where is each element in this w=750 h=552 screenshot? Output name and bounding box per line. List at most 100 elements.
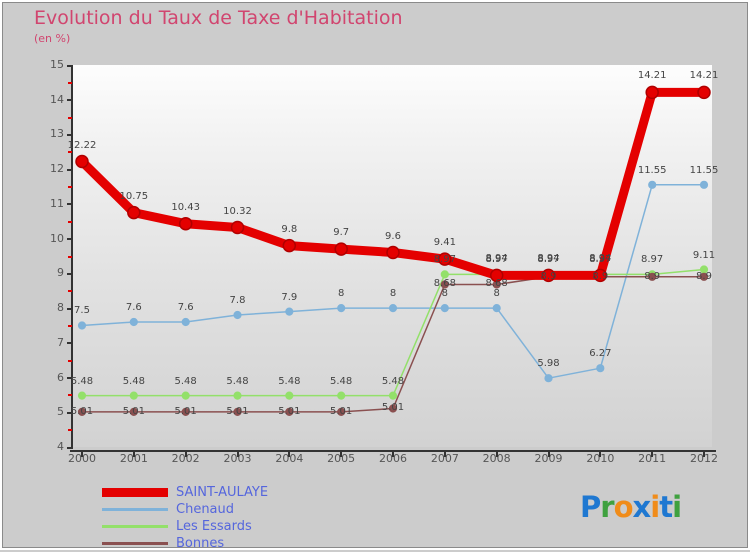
data-label-chenaud: 7.8	[229, 295, 246, 307]
data-label-les-essards: 8.97	[641, 254, 664, 266]
page-title: Evolution du Taux de Taxe d'Habitation	[34, 7, 403, 29]
data-label-les-essards: 8.97	[485, 254, 508, 266]
data-point	[388, 391, 398, 400]
y-axis-line	[71, 65, 73, 447]
x-axis-line	[70, 450, 716, 452]
x-axis-tick-label: 2002	[171, 452, 200, 465]
data-point	[233, 310, 242, 320]
legend-label: Chenaud	[176, 502, 235, 517]
data-label-saint-aulaye: 10.75	[119, 190, 149, 202]
y-axis-minor-tick	[68, 290, 72, 293]
data-label-saint-aulaye: 10.43	[171, 201, 200, 213]
data-point	[440, 270, 449, 279]
x-axis-tick-label: 2007	[430, 452, 459, 465]
data-label-bonnes: 5.01	[174, 405, 197, 417]
y-axis-tick	[67, 272, 73, 275]
y-axis-tick-label: 10	[50, 231, 64, 245]
x-axis-tick	[184, 452, 187, 457]
legend-label: Les Essards	[176, 519, 252, 534]
data-point	[77, 391, 87, 400]
data-point	[492, 304, 501, 313]
data-point	[388, 404, 398, 413]
legend-item-chenaud[interactable]: Chenaud	[102, 501, 268, 518]
data-label-les-essards: 5.48	[330, 375, 353, 387]
y-axis-tick	[67, 203, 73, 206]
legend-swatch	[102, 542, 168, 545]
data-label-saint-aulaye: 9.6	[385, 230, 401, 242]
y-axis-tick-label: 11	[50, 196, 64, 210]
data-point	[129, 391, 138, 400]
legend-item-saint-aulaye[interactable]: SAINT-AULAYE	[102, 484, 268, 501]
data-point	[593, 268, 608, 283]
data-label-saint-aulaye: 10.32	[223, 205, 252, 217]
y-axis-tick	[67, 342, 73, 345]
data-point	[127, 205, 141, 220]
y-axis-tick	[67, 307, 73, 310]
data-label-les-essards: 9.11	[692, 249, 716, 261]
logo-letter: t	[659, 490, 673, 524]
data-label-chenaud: 11.55	[689, 164, 719, 176]
y-axis-minor-tick	[68, 186, 72, 189]
y-axis-tick-label: 9	[57, 266, 64, 280]
y-axis-tick	[67, 238, 73, 241]
x-axis-tick	[81, 452, 83, 457]
data-label-saint-aulaye: 9.41	[433, 237, 456, 249]
y-axis-minor-tick	[68, 151, 72, 154]
data-point	[699, 272, 709, 281]
data-point	[648, 272, 657, 281]
legend-swatch	[102, 525, 168, 528]
y-axis-minor-tick	[68, 220, 72, 223]
data-point	[596, 364, 605, 373]
legend-item-les-essards[interactable]: Les Essards	[102, 518, 268, 535]
x-axis-tick-label: 2003	[223, 452, 252, 465]
data-label-chenaud: 11.55	[637, 164, 667, 176]
data-label-bonnes: 5.01	[122, 405, 145, 417]
data-point	[337, 304, 346, 313]
data-point	[388, 304, 398, 313]
y-axis-minor-tick	[68, 81, 72, 84]
data-point	[181, 391, 190, 400]
data-label-bonnes: 5.01	[226, 405, 249, 417]
data-label-saint-aulaye: 9.8	[281, 223, 298, 235]
x-axis-tick	[651, 452, 654, 457]
y-axis-tick-label: 12	[50, 162, 64, 176]
x-axis-tick-label: 2006	[379, 452, 407, 465]
chart-svg	[75, 85, 711, 416]
data-point	[181, 407, 190, 416]
data-label-les-essards: 5.48	[70, 375, 94, 387]
y-axis-tick-label: 6	[57, 370, 64, 384]
data-label-chenaud: 8	[389, 288, 397, 300]
data-label-bonnes: 8.68	[433, 278, 456, 290]
data-point	[129, 317, 138, 327]
x-axis-tick	[392, 452, 394, 457]
y-axis-minor-tick	[68, 394, 72, 397]
legend-label: Bonnes	[176, 536, 225, 551]
y-axis-tick	[67, 99, 73, 102]
legend-item-bonnes[interactable]: Bonnes	[102, 535, 268, 552]
plot-area	[72, 65, 712, 447]
data-point	[541, 268, 556, 283]
y-axis-tick	[67, 133, 73, 136]
y-axis-tick	[67, 377, 73, 380]
x-axis-tick	[599, 452, 602, 457]
proxiti-logo[interactable]: Proxiti	[580, 490, 682, 524]
logo-letter: i	[650, 490, 660, 524]
data-point	[386, 245, 400, 260]
data-label-bonnes: 8.9	[592, 270, 609, 282]
data-point	[440, 280, 449, 289]
x-axis-tick	[703, 452, 705, 457]
y-axis-tick-label: 4	[57, 440, 64, 453]
data-label-chenaud: 7.5	[74, 305, 90, 317]
y-axis-tick-label: 13	[50, 127, 64, 141]
x-axis-tick-label: 2012	[690, 452, 718, 465]
data-point	[438, 252, 452, 266]
data-label-chenaud: 5.98	[537, 358, 560, 370]
x-axis-tick-label: 2009	[534, 452, 563, 465]
legend: SAINT-AULAYE Chenaud Les Essards Bonnes	[102, 484, 268, 552]
y-axis-tick	[67, 168, 73, 171]
y-axis-minor-tick	[68, 255, 72, 258]
x-axis-tick	[547, 452, 550, 457]
y-axis-minor-tick	[68, 429, 72, 432]
data-label-saint-aulaye: 8.94	[485, 253, 508, 265]
x-axis-tick	[132, 452, 135, 457]
